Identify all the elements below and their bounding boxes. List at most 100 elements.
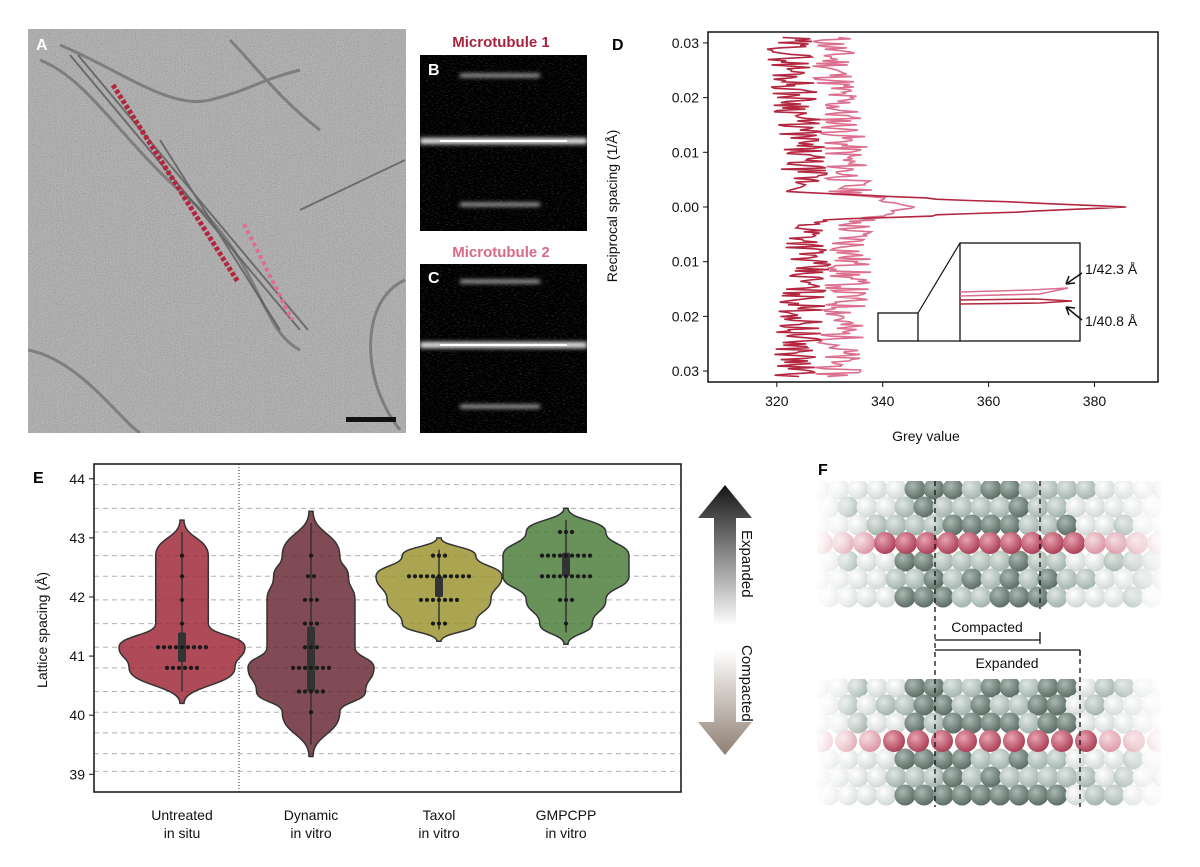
tubulin-subunit (1084, 784, 1106, 806)
data-point (412, 574, 418, 579)
data-point (436, 621, 442, 626)
tubulin-subunit (1094, 766, 1116, 788)
category-label: in vitro (418, 825, 459, 841)
data-point (569, 574, 575, 579)
data-point (302, 597, 308, 603)
e-ytick-label: 41 (69, 648, 85, 664)
e-ytick-label: 43 (69, 530, 85, 546)
highlighted-subunit (1051, 730, 1073, 752)
highlighted-subunit (1042, 532, 1064, 554)
annotation-arrow (1065, 306, 1083, 321)
data-point (191, 645, 197, 650)
tubulin-subunit (1037, 679, 1059, 698)
data-point (569, 529, 575, 535)
tubulin-subunit (885, 712, 907, 734)
d-axes-frame (707, 31, 1159, 383)
highlighted-subunit (916, 532, 938, 554)
d-xtick-label: 340 (871, 393, 895, 409)
tubulin-subunit (951, 496, 973, 518)
tubulin-subunit (932, 784, 954, 806)
tubulin-subunit (1018, 514, 1040, 536)
data-point (442, 553, 448, 558)
tubulin-subunit (961, 481, 983, 500)
data-point (539, 553, 545, 558)
microtubule-filaments (69, 54, 406, 331)
d-ytick-label: 0.03 (672, 363, 699, 379)
tubulin-subunit (1008, 496, 1030, 518)
tubulin-subunit (942, 568, 964, 590)
data-point (176, 665, 182, 670)
tubulin-subunit (961, 679, 983, 698)
microtubule-1-trace (110, 83, 241, 284)
data-point (179, 621, 185, 626)
data-point (308, 597, 314, 603)
tubulin-subunit (1046, 748, 1068, 770)
tubulin-subunit (1056, 568, 1078, 590)
tubulin-subunit (942, 712, 964, 734)
tubulin-subunit (999, 712, 1021, 734)
data-point (436, 553, 442, 558)
e-ylabel: Lattice spacing (Å) (34, 572, 50, 688)
data-point (569, 553, 575, 558)
highlighted-subunit (1003, 730, 1025, 752)
inset-box (959, 242, 1081, 342)
tubulin-subunit (1075, 766, 1097, 788)
tubulin-subunit (1084, 550, 1106, 572)
highlighted-subunit (1063, 532, 1085, 554)
tubulin-subunit (989, 694, 1011, 716)
tubulin-subunit (1008, 586, 1030, 608)
tubulin-subunit (980, 568, 1002, 590)
tubulin-subunit (951, 550, 973, 572)
data-point (557, 529, 563, 535)
tubulin-subunit (980, 679, 1002, 698)
tubulin-subunit (1056, 766, 1078, 788)
tubulin-subunit (894, 496, 916, 518)
data-point (448, 597, 454, 603)
tubulin-subunit (885, 679, 907, 698)
highlighted-subunit (958, 532, 980, 554)
data-point (326, 665, 332, 670)
data-point (551, 574, 557, 579)
data-point (418, 574, 424, 579)
data-point (179, 597, 185, 603)
data-point (436, 574, 442, 579)
d-ytick-label: 0.01 (672, 144, 699, 160)
tubulin-subunit (932, 748, 954, 770)
data-point (587, 574, 593, 579)
panel-a-tomogram: A (28, 29, 406, 433)
tubulin-subunit (961, 712, 983, 734)
category-label: Taxol (423, 807, 456, 823)
tubulin-subunit (1027, 496, 1049, 518)
e-axes-frame (93, 463, 682, 793)
tubulin-subunit (885, 481, 907, 500)
tubulin-subunit (1037, 481, 1059, 500)
tubulin-subunit (1046, 550, 1068, 572)
d-ytick-label: 0.02 (672, 308, 699, 324)
violin-iqr-box (435, 576, 443, 597)
tubulin-subunit (894, 550, 916, 572)
data-point (557, 574, 563, 579)
tubulin-subunit (1065, 550, 1087, 572)
tubulin-subunit (970, 496, 992, 518)
tubulin-subunit (913, 496, 935, 518)
profile-plot-area: 320 340 360 380 0.03 0.02 0.01 0.00 0.01 0.02 0.03… (672, 31, 1159, 409)
data-point (442, 597, 448, 603)
expanded-arrow-label: Expanded (738, 530, 755, 598)
tubulin-subunit (913, 550, 935, 572)
tubulin-subunit (989, 550, 1011, 572)
panel-label-d: D (612, 37, 624, 54)
tubulin-subunit (875, 694, 897, 716)
data-point (308, 665, 314, 670)
data-point (296, 689, 302, 694)
data-point (424, 574, 430, 579)
data-point (545, 574, 551, 579)
tubulin-subunit (1084, 586, 1106, 608)
data-point (569, 597, 575, 603)
data-point (430, 574, 436, 579)
data-point (539, 574, 545, 579)
tubulin-subunit (1046, 586, 1068, 608)
panel-label-c: C (428, 270, 440, 287)
tubulin-subunit (932, 694, 954, 716)
panel-label-f: F (818, 462, 828, 479)
data-point (302, 665, 308, 670)
